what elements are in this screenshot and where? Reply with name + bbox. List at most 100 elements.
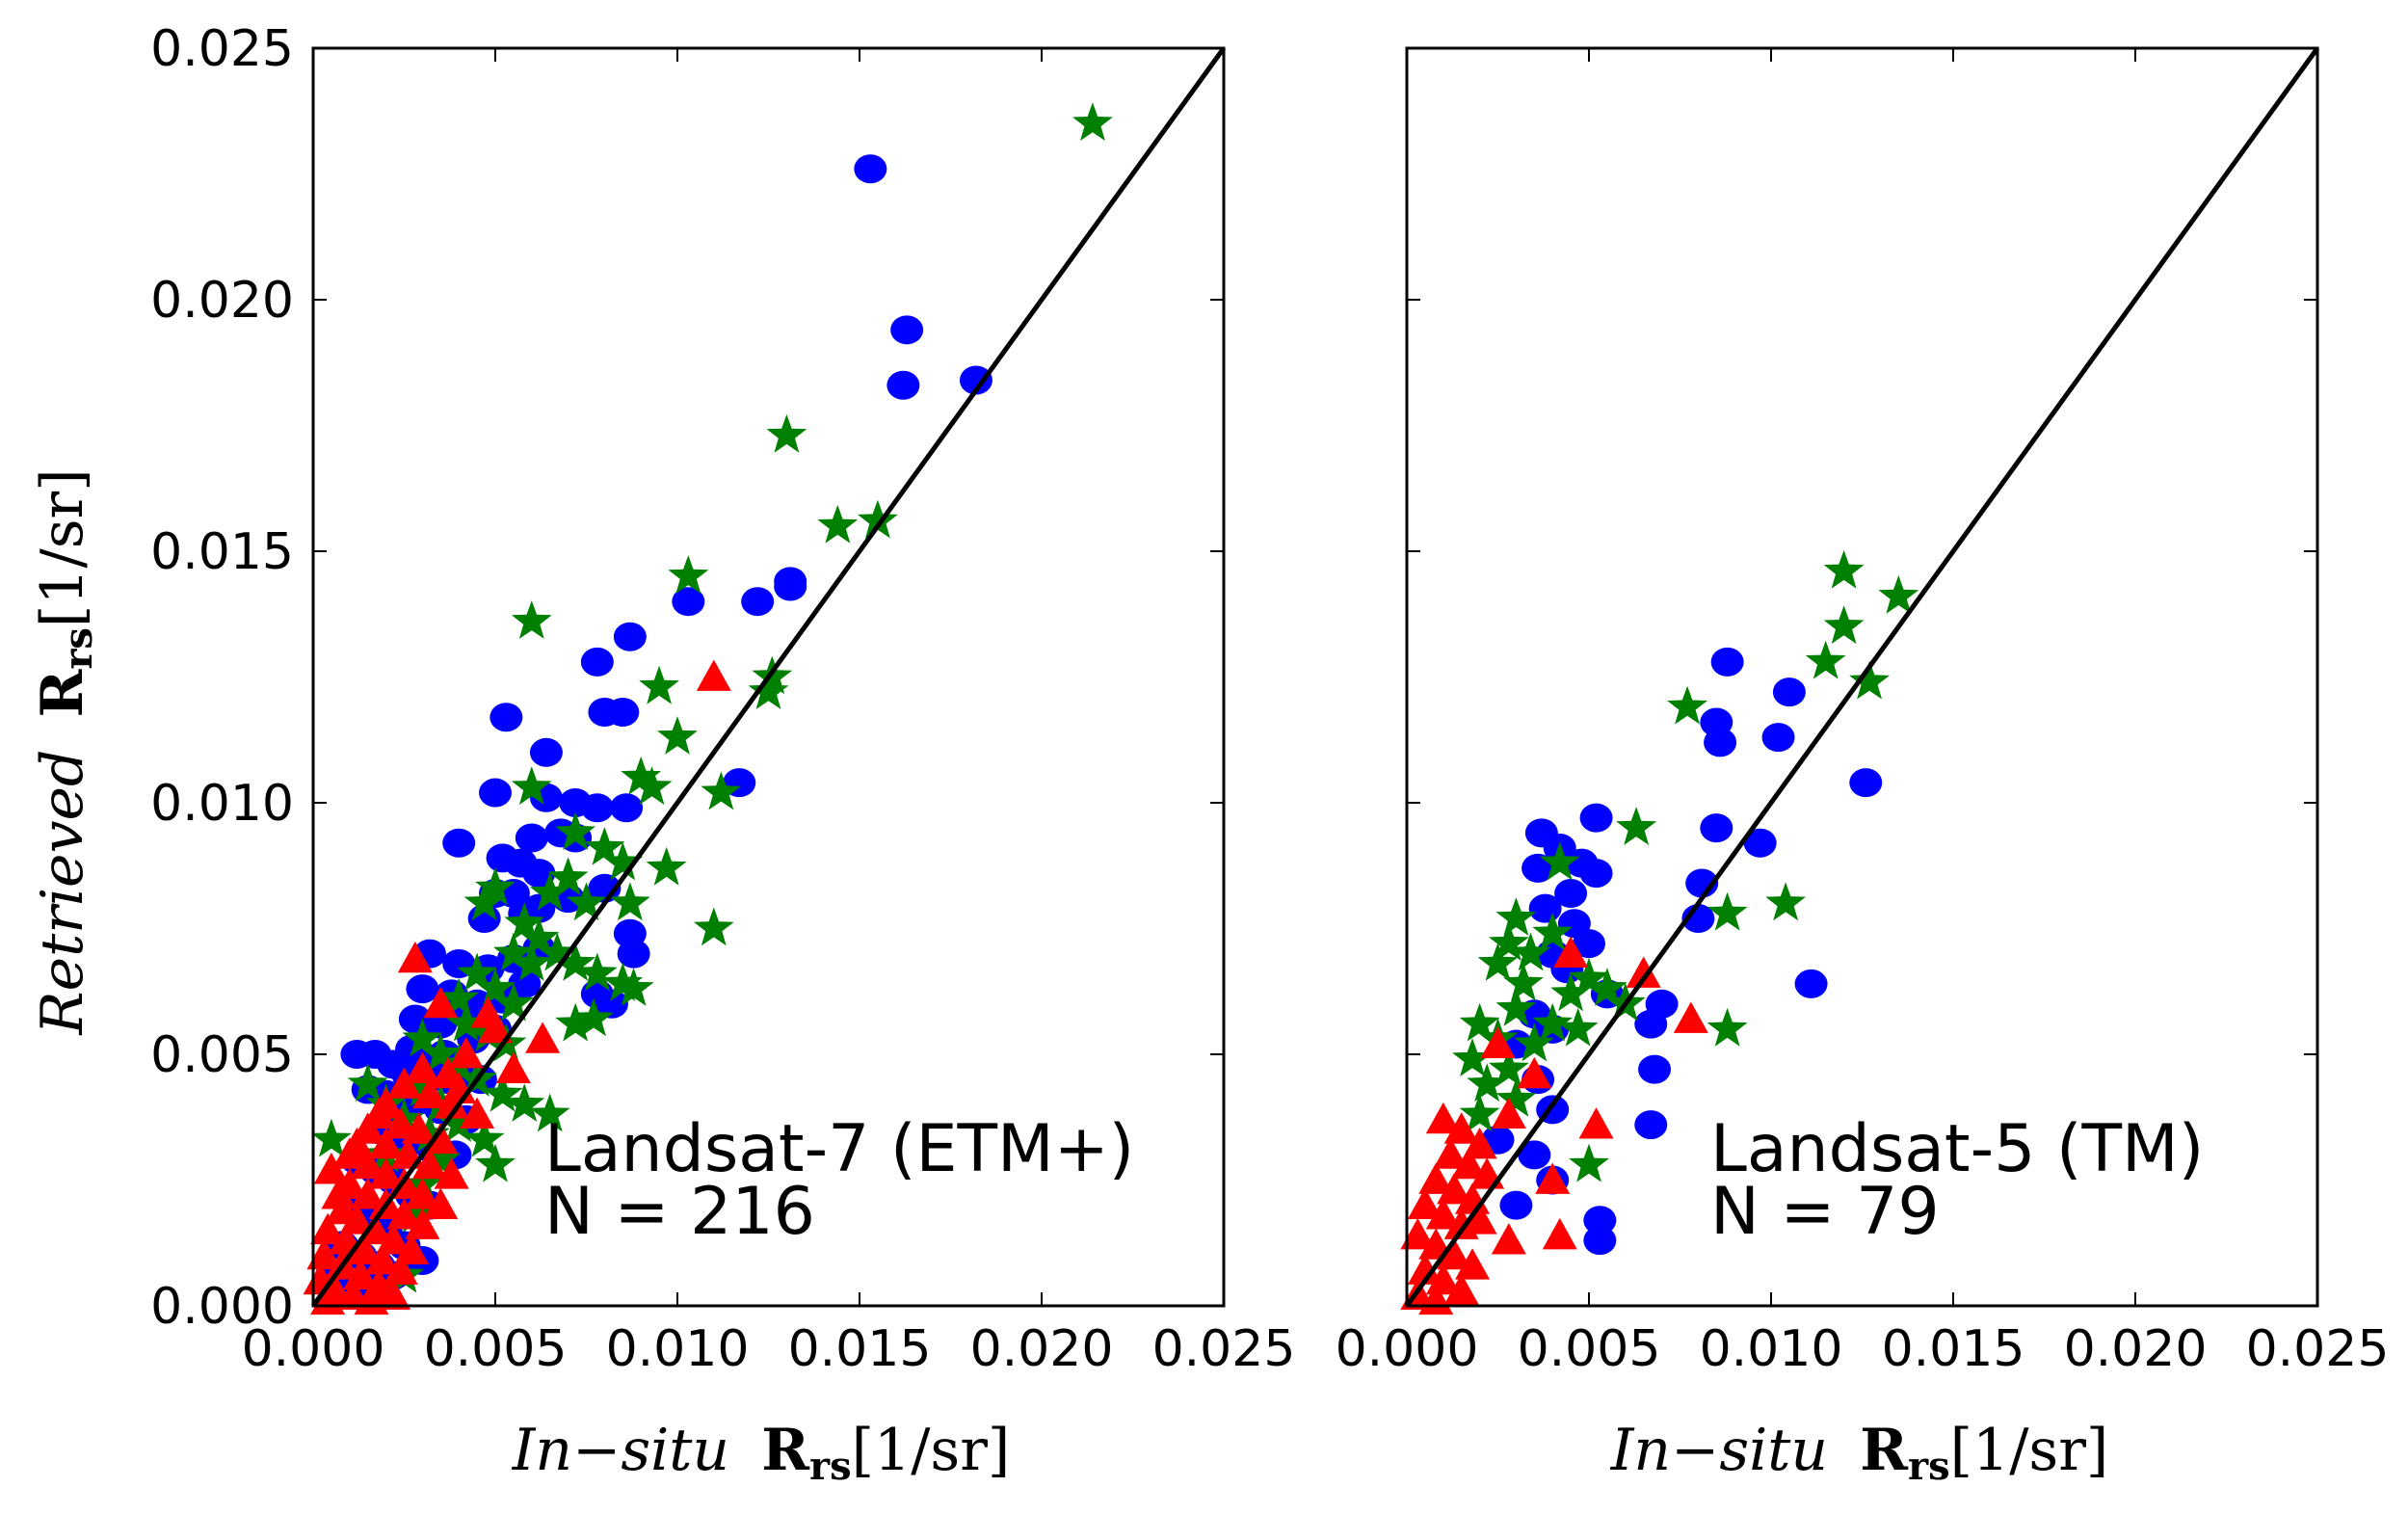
point-green [1550,972,1591,1012]
x-tick-label: 0.020 [970,1320,1114,1378]
x-axis-label: In−situ Rrs[1/sr] [512,1417,1011,1489]
point-green [1510,932,1551,971]
point-green [657,716,698,755]
point-green [475,968,516,1006]
axes-frame [1405,46,2319,1308]
point-blue [672,587,705,617]
point-green [1823,605,1865,645]
point-red [350,1178,385,1209]
point-blue [1579,859,1613,889]
y-tick-label: 0.000 [150,1278,294,1336]
point-green [584,827,625,865]
y-tick-label: 0.005 [150,1026,294,1084]
point-blue [741,587,775,617]
point-green [631,766,673,806]
point-red [1437,1172,1472,1205]
point-red [1491,1223,1526,1255]
point-blue [1761,723,1795,753]
point-red [1433,1137,1469,1169]
point-blue [606,698,640,728]
point-red [423,986,459,1019]
x-tick-label: 0.025 [1152,1320,1296,1378]
scatter-markers [303,102,1113,1315]
point-green [1488,1048,1529,1087]
point-green [1667,685,1707,725]
point-blue [1794,969,1828,998]
y-axis-label-unit: [1/sr] [29,468,96,627]
point-red [1425,1102,1461,1134]
x-axis-label-prefix: In−situ [1610,1417,1828,1484]
point-green [493,982,534,1022]
point-green [1503,962,1544,1001]
point-blue [1579,803,1613,833]
point-green [529,1093,570,1132]
point-red [1443,1112,1479,1144]
annotation-sensor: Landsat-7 (ETM+) [544,1111,1134,1187]
point-red [321,1178,357,1209]
point-red [339,1203,375,1235]
axes-frame [311,46,1226,1308]
point-red [405,1051,440,1084]
point-red [434,1157,469,1189]
point-red [460,1097,495,1129]
point-red [368,1157,404,1189]
point-red [1418,1162,1454,1194]
point-blue [580,793,614,823]
point-red [1626,956,1661,988]
point-red [696,659,731,691]
y-axis-label-symbol: R [29,669,96,718]
point-blue [479,778,512,808]
point-green [537,932,578,971]
point-green [1539,841,1580,881]
point-red [411,1076,447,1109]
panel-landsat7: 0.000 0.005 0.010 0.015 0.020 0.025 0.0000.00… [29,20,1295,1489]
point-green [613,968,654,1006]
point-green [402,1018,443,1057]
point-green [504,902,545,942]
point-blue [1518,1140,1551,1170]
point-green [1569,957,1609,996]
point-red [1491,1097,1526,1129]
point-blue [529,737,563,767]
x-tick-label: 0.010 [606,1320,750,1378]
point-green [639,665,679,704]
x-axis-label-symbol: R [761,1417,810,1484]
point-red [411,1147,447,1180]
point-green [463,1118,505,1157]
point-blue [490,703,523,732]
point-green [1072,102,1113,142]
x-tick-label: 0.020 [2064,1320,2208,1378]
point-blue [580,647,614,677]
point-green [1569,1143,1609,1182]
point-green [1514,1023,1555,1062]
x-tick-label: 0.000 [242,1320,385,1378]
point-green [1707,891,1748,931]
point-green [602,841,644,881]
point-green [547,857,589,896]
point-red [1443,1273,1479,1305]
point-green [1532,1002,1574,1042]
point-green [475,866,516,906]
x-tick-label: 0.015 [788,1320,932,1378]
point-green [1765,882,1806,921]
point-red [386,1067,422,1099]
point-green [693,907,734,946]
point-red [346,1233,382,1264]
point-red [423,1187,459,1219]
point-green [402,1068,443,1107]
x-axis-label: In−situ Rrs[1/sr] [1610,1417,2109,1489]
point-green [602,962,644,1001]
point-red [1462,1203,1497,1235]
point-red [313,1153,349,1184]
y-tick-labels: 0.000 0.005 0.010 0.015 0.020 0.025 [150,20,294,1336]
point-blue [613,622,647,651]
point-red [1553,936,1589,968]
point-green [511,943,552,981]
point-red [350,1147,385,1180]
point-red [401,1112,437,1144]
point-red [495,1051,531,1084]
point-green [1616,807,1657,845]
point-red [361,1097,397,1129]
point-red [1673,1001,1708,1033]
